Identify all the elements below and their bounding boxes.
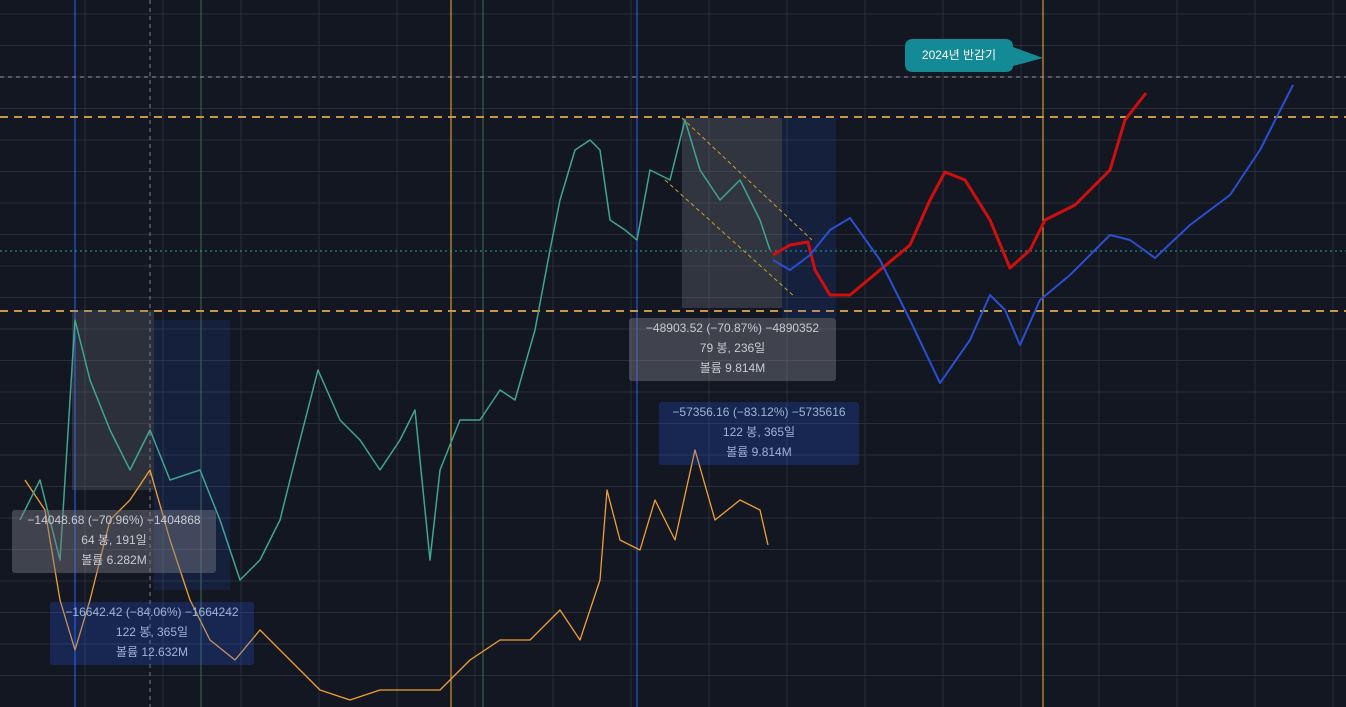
measure-text: −14048.68 (−70.96%) −1404868 — [27, 513, 200, 527]
measure-text: 볼륨 9.814M — [726, 445, 791, 459]
measure-text: 볼륨 9.814M — [700, 361, 765, 375]
measure-box — [50, 602, 254, 665]
channel-line — [664, 179, 796, 298]
range-box — [154, 320, 230, 590]
halving-label: 2024년 반감기 — [922, 48, 996, 62]
halving-callout — [905, 39, 1043, 72]
measure-text: −48903.52 (−70.87%) −4890352 — [646, 321, 819, 335]
range-box — [72, 310, 154, 490]
channel-line — [681, 117, 813, 241]
range-box — [682, 118, 782, 308]
measure-text: 64 봉, 191일 — [81, 533, 146, 547]
price-series — [19, 119, 771, 581]
measure-text: 122 봉, 365일 — [116, 625, 188, 639]
measure-text: 79 봉, 236일 — [700, 341, 765, 355]
orange-series — [24, 449, 769, 701]
measure-box — [12, 510, 216, 573]
measurements: −48903.52 (−70.87%) −4890352 79 봉, 236일볼륨… — [12, 318, 859, 665]
measure-text: 볼륨 12.632M — [116, 645, 188, 659]
measure-text: 볼륨 6.282M — [81, 553, 146, 567]
measure-box — [659, 402, 859, 465]
measure-text: −57356.16 (−83.12%) −5735616 — [672, 405, 845, 419]
measure-text: 122 봉, 365일 — [723, 425, 795, 439]
range-box — [782, 118, 836, 318]
measure-box — [629, 318, 836, 381]
projection-red — [772, 92, 1148, 297]
measure-text: −16642.42 (−84.06%) −1664242 — [65, 605, 238, 619]
projection-blue — [772, 84, 1294, 384]
